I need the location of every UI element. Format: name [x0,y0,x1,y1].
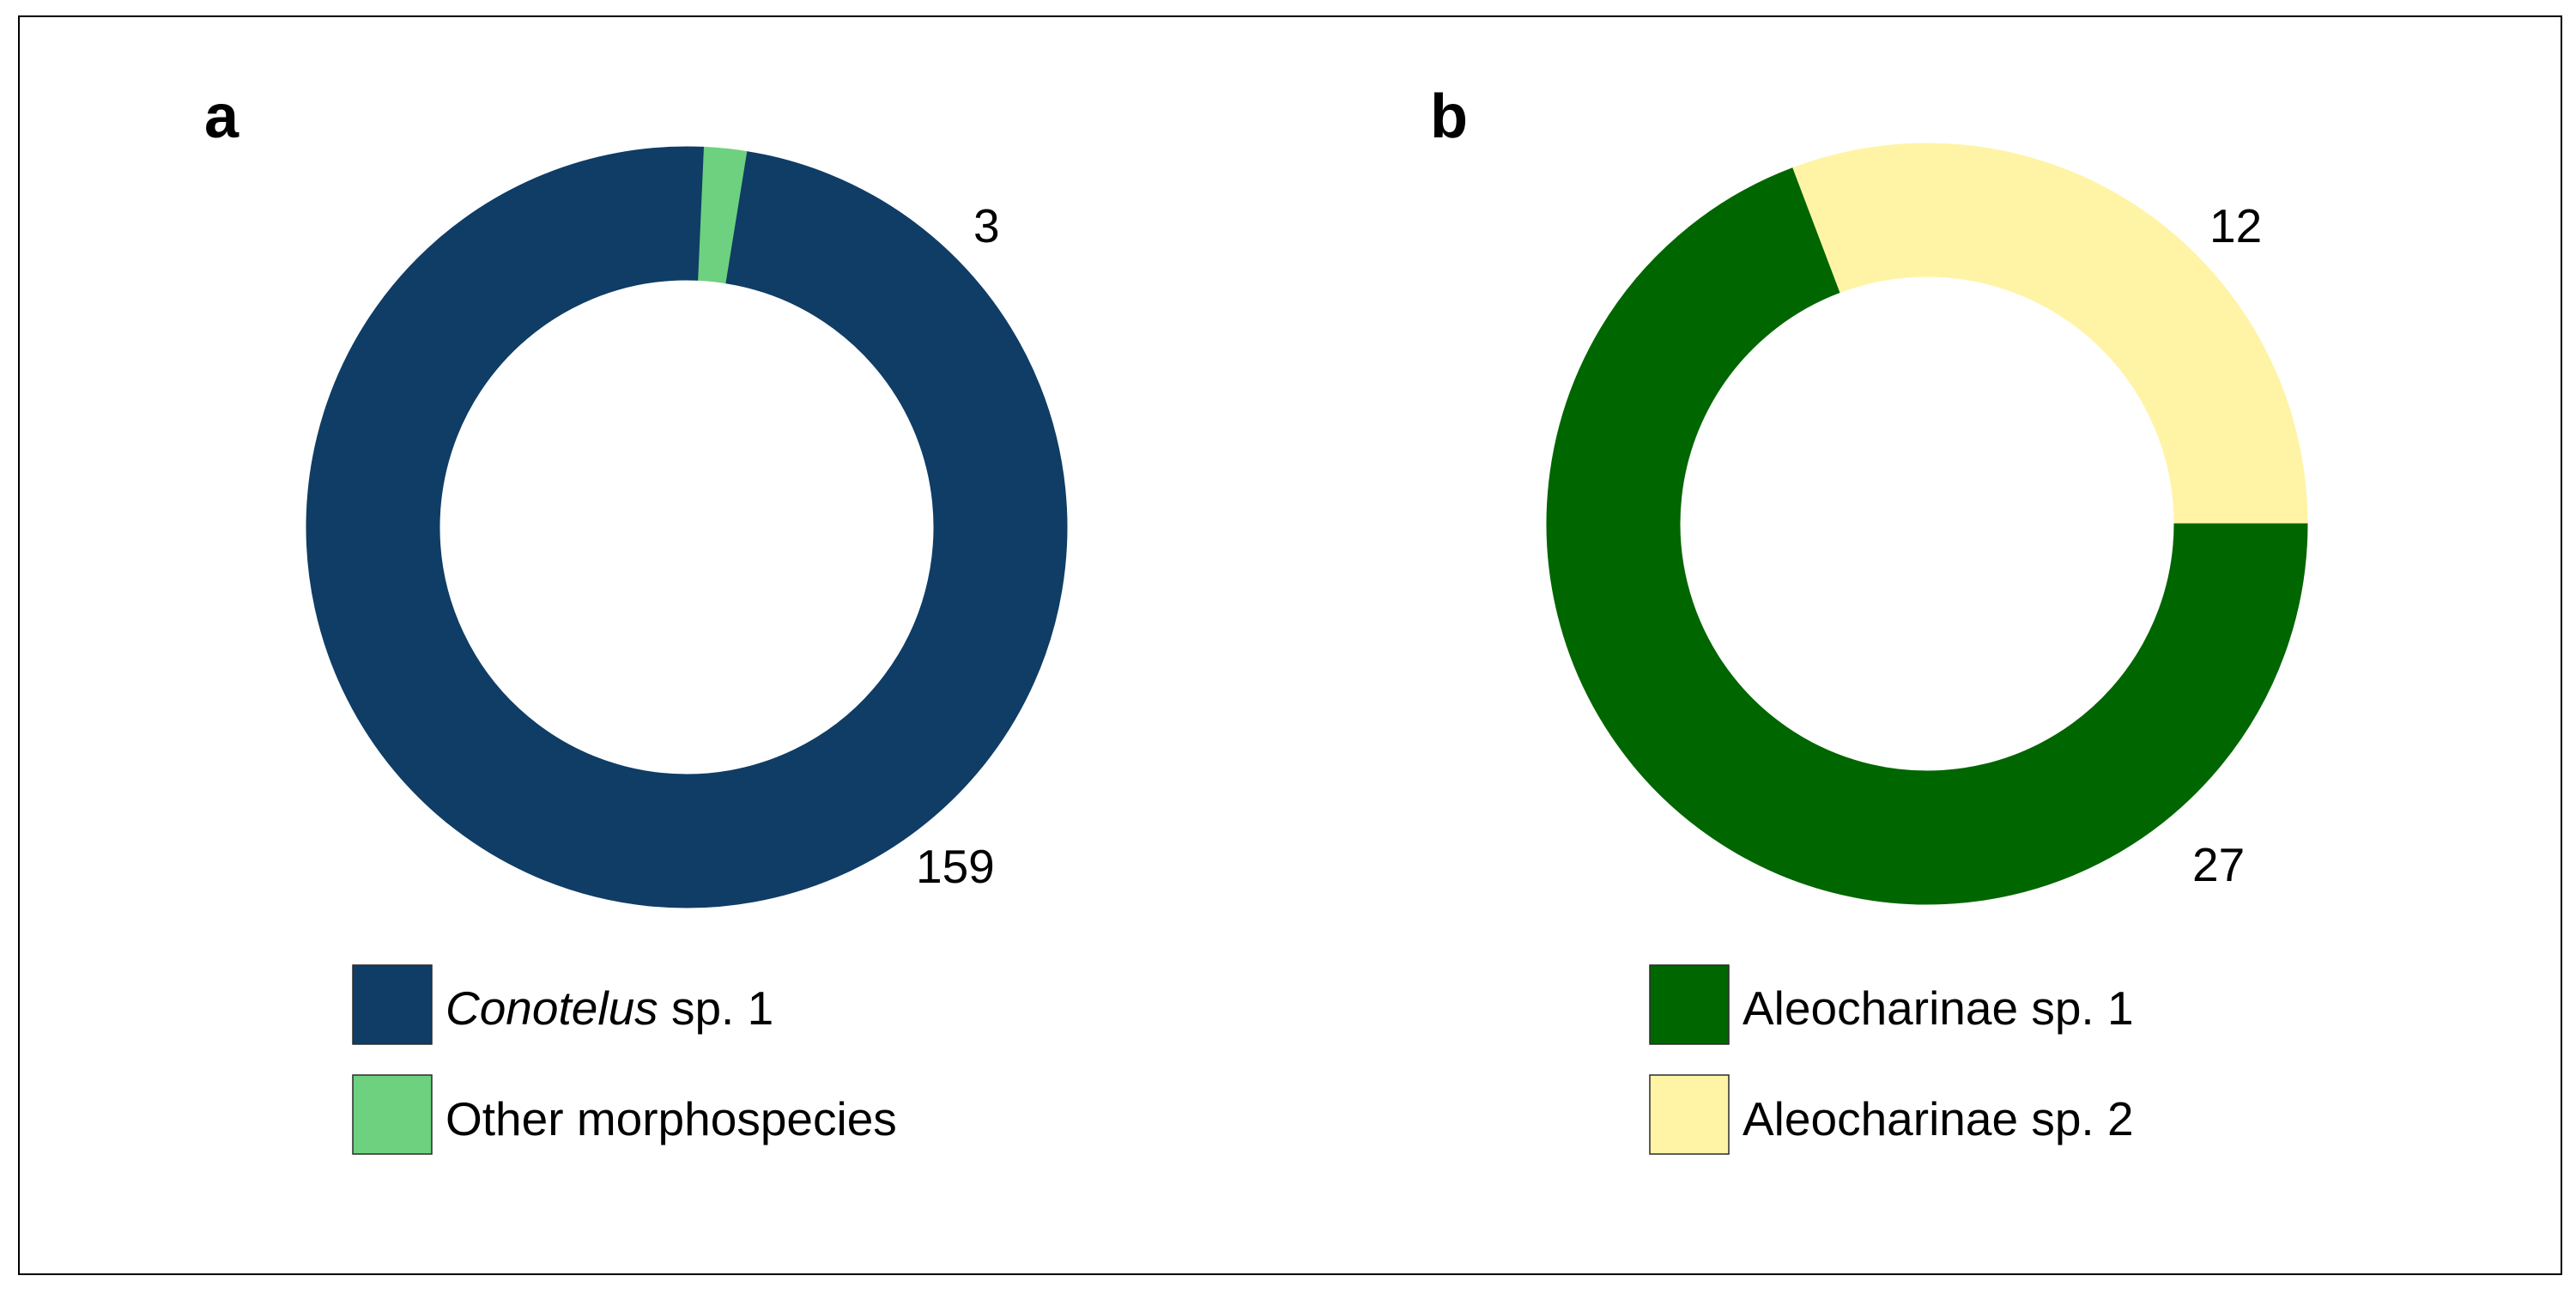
donut-a-slice-2 [306,146,1068,908]
legend-swatch-other-morphospecies [352,1074,433,1155]
donut-b-slice-1 [1791,143,2308,525]
donut-b-slice-2 [1546,167,2308,905]
legend-label-aleocharinae-sp1: Aleocharinae sp. 1 [1743,981,2134,1035]
legend-swatch-aleocharinae-sp2 [1649,1074,1730,1155]
donut-chart-b [1546,143,2308,905]
legend-label-other-morphospecies: Other morphospecies [445,1092,897,1145]
data-label-aleocharinae-sp1: 27 [2192,838,2245,891]
panel-b: b 27 12 Aleocharinae sp. 1 Aleocharinae … [1430,82,2308,1155]
legend-label-conotelus: Conotelus sp. 1 [445,981,773,1035]
data-label-conotelus: 159 [916,840,995,893]
panel-a-label: a [204,82,239,151]
data-label-other-morphospecies: 3 [973,199,1000,252]
legend-label-conotelus-genus: Conotelus [445,981,658,1035]
legend-swatch-aleocharinae-sp1 [1649,964,1730,1045]
legend-swatch-conotelus [352,964,433,1045]
data-label-aleocharinae-sp2: 12 [2209,199,2262,252]
legend-label-conotelus-species: sp. 1 [658,981,774,1035]
legend-a: Conotelus sp. 1 Other morphospecies [352,964,897,1155]
legend-label-aleocharinae-sp2: Aleocharinae sp. 2 [1743,1092,2134,1145]
panel-b-label: b [1430,82,1468,151]
legend-b: Aleocharinae sp. 1 Aleocharinae sp. 2 [1649,964,2134,1155]
donut-chart-a [306,146,1068,908]
panel-a: a 159 3 Conotelus sp. 1 Other morphospec… [204,82,1068,1155]
